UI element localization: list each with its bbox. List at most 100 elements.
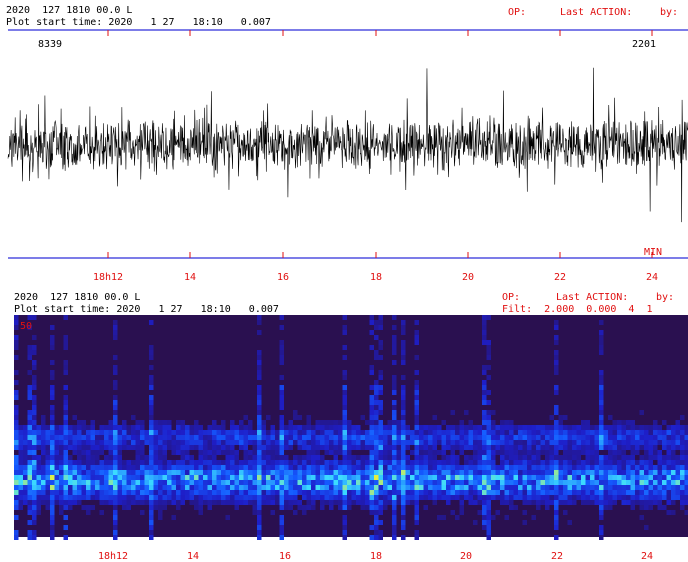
spectrogram-cell — [406, 485, 411, 490]
spectrogram-cell — [685, 440, 688, 445]
spectrogram-cell — [662, 490, 667, 495]
spectrogram-cell — [32, 475, 37, 480]
spectrogram-cell — [343, 345, 348, 350]
spectrogram-cell — [59, 425, 64, 430]
spectrogram-cell — [104, 455, 109, 460]
spectrogram-cell — [136, 435, 141, 440]
spectrogram-cell — [73, 440, 78, 445]
spectrogram-cell — [271, 475, 276, 480]
spectrogram-cell — [667, 440, 672, 445]
spectrogram-cell — [50, 475, 55, 480]
spectrogram-cell — [635, 485, 640, 490]
spectrogram-cell — [271, 510, 276, 515]
spectrogram-cell — [604, 445, 609, 450]
spectrogram-cell — [257, 410, 262, 415]
spectrogram-cell — [559, 470, 564, 475]
spectrogram-cell — [568, 430, 573, 435]
spectrogram-cell — [95, 440, 100, 445]
spectrogram-cell — [379, 460, 384, 465]
spectrogram-cell — [455, 455, 460, 460]
spectrogram-cell — [586, 455, 591, 460]
spectrogram-cell — [595, 490, 600, 495]
spectrogram-cell — [509, 490, 514, 495]
spectrogram-cell — [370, 470, 375, 475]
spectrogram-cell — [91, 435, 96, 440]
spectrogram-cell — [226, 470, 231, 475]
spectrogram-cell — [415, 435, 420, 440]
spectrogram-cell — [599, 465, 604, 470]
spectrogram-cell — [446, 465, 451, 470]
spectrogram-cell — [392, 420, 397, 425]
spectrogram-cell — [149, 430, 154, 435]
spectrogram-cell — [14, 500, 19, 505]
spectrogram-cell — [91, 470, 96, 475]
spectrogram-cell — [388, 425, 393, 430]
spectrogram-cell — [221, 485, 226, 490]
spectrogram-cell — [271, 430, 276, 435]
spectrogram-cell — [122, 480, 127, 485]
spectrogram-cell — [289, 470, 294, 475]
spectrogram-cell — [212, 490, 217, 495]
spectrogram-cell — [14, 410, 19, 415]
spectrogram-cell — [347, 430, 352, 435]
spectrogram-cell — [28, 475, 33, 480]
spectrogram-cell — [554, 475, 559, 480]
spectrogram-cell — [577, 450, 582, 455]
spectrogram-cell — [505, 470, 510, 475]
spectrogram-cell — [289, 505, 294, 510]
spectrogram-cell — [415, 520, 420, 525]
spectrogram-cell — [460, 500, 465, 505]
spectrogram-cell — [644, 460, 649, 465]
spectrogram-cell — [622, 485, 627, 490]
spectrogram-cell — [590, 445, 595, 450]
spectrogram-cell — [163, 465, 168, 470]
spectrogram-cell — [523, 460, 528, 465]
spectrogram-cell — [374, 355, 379, 360]
spectrogram-cell — [320, 495, 325, 500]
spectrogram-cell — [415, 530, 420, 535]
spectrogram-cell — [203, 460, 208, 465]
spectrogram-cell — [167, 445, 172, 450]
spectrogram-cell — [14, 530, 19, 535]
spectrogram-cell — [334, 430, 339, 435]
spectrogram-cell — [113, 440, 118, 445]
spectrogram-cell — [374, 350, 379, 355]
time-label: 20 — [462, 272, 474, 283]
spectrogram-cell — [329, 430, 334, 435]
spectrogram-cell — [280, 480, 285, 485]
spectrogram-cell — [59, 455, 64, 460]
spectrogram-cell — [46, 505, 51, 510]
spectrogram-cell — [131, 425, 136, 430]
spectrogram-cell — [113, 480, 118, 485]
spectrogram-cell — [343, 390, 348, 395]
spectrogram-cell — [491, 460, 496, 465]
spectrogram-cell — [248, 475, 253, 480]
spectrogram-cell — [608, 425, 613, 430]
spectrogram-cell — [442, 475, 447, 480]
spectrogram-cell — [446, 425, 451, 430]
spectrogram-cell — [50, 515, 55, 520]
spectrogram-cell — [365, 420, 370, 425]
spectrogram-cell — [365, 470, 370, 475]
spectrogram-cell — [149, 400, 154, 405]
spectrogram-cell — [122, 435, 127, 440]
spectrogram-cell — [644, 490, 649, 495]
spectrogram-cell — [410, 485, 415, 490]
spectrogram-cell — [554, 535, 559, 540]
spectrogram-cell — [653, 480, 658, 485]
spectrogram-cell — [491, 490, 496, 495]
header-line: Plot start time: 2020 1 27 18:10 0.007 — [6, 17, 271, 28]
spectrogram-cell — [581, 495, 586, 500]
spectrogram-cell — [446, 440, 451, 445]
spectrogram-cell — [361, 475, 366, 480]
spectrogram-cell — [185, 430, 190, 435]
spectrogram-cell — [671, 480, 676, 485]
spectrogram-cell — [14, 435, 19, 440]
spectrogram-cell — [374, 405, 379, 410]
spectrogram-cell — [482, 365, 487, 370]
spectrogram-cell — [59, 470, 64, 475]
spectrogram-cell — [473, 430, 478, 435]
spectrogram-cell — [658, 490, 663, 495]
spectrogram-cell — [469, 495, 474, 500]
spectrogram-cell — [536, 425, 541, 430]
